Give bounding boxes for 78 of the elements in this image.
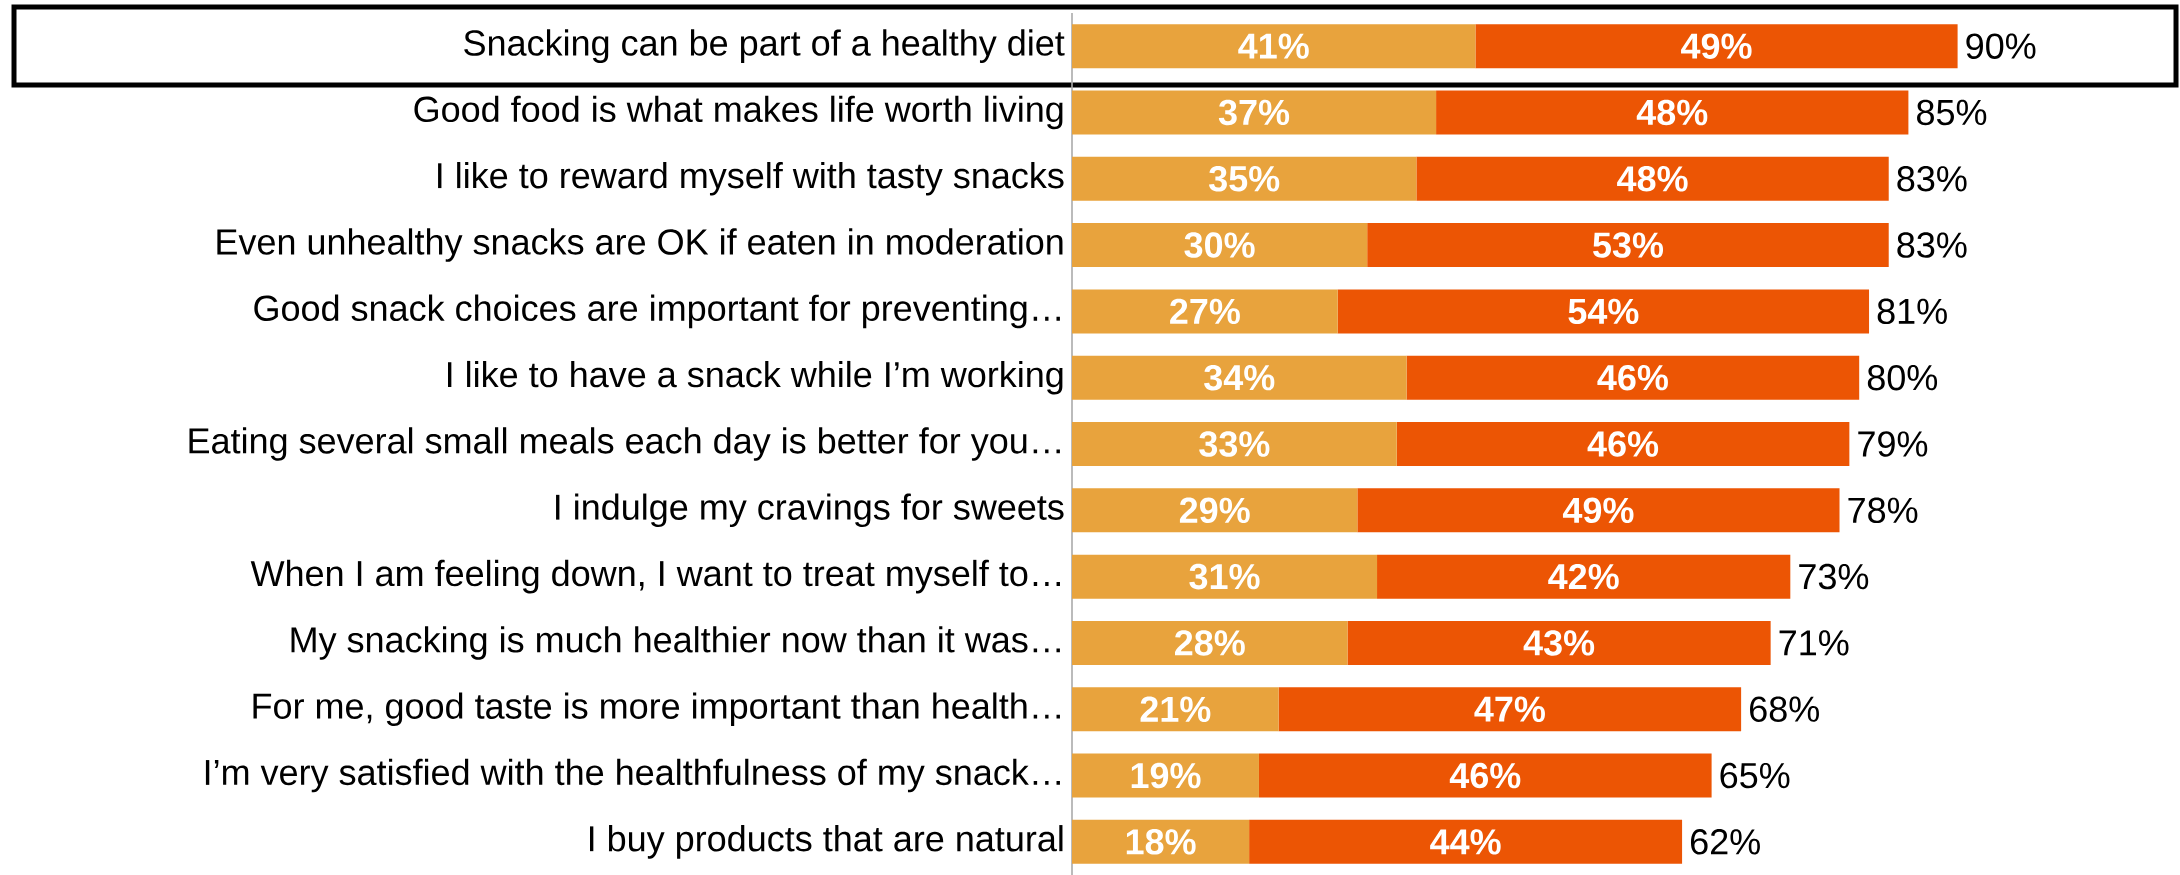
bar [1475,24,1958,69]
bar [1278,687,1742,732]
total-label: 62% [1690,829,1760,855]
total-label: 80% [1867,364,1938,391]
total-label: 85% [1917,99,1987,126]
bar [1436,90,1909,135]
data-label: 37% [1218,99,1290,126]
data-label: 46% [1449,762,1521,789]
bar [1416,156,1889,201]
data-label: 31% [1189,563,1260,590]
bar [1072,223,1368,268]
data-label: 54% [1568,298,1639,325]
data-label: 29% [1179,497,1250,524]
total-label: 71% [1779,630,1849,656]
bar [1072,422,1397,467]
y-tick-label: I like to have a snack while I’m working [448,360,1063,395]
bar [1072,753,1259,798]
bar [1072,620,1348,665]
bar [1072,687,1279,732]
bar [1357,488,1840,533]
total-label: 79% [1858,431,1928,457]
data-label: 47% [1474,696,1545,722]
data-label: 30% [1184,232,1255,258]
y-tick-label: My snacking is much healthier now than it was… [291,626,1060,660]
y-tick-label: For me, good taste is more important than health… [253,692,1060,727]
data-label: 27% [1170,298,1240,325]
y-tick-label: Even unhealthy snacks are OK if eaten in moderation [217,228,1063,262]
data-label: 53% [1593,232,1664,258]
bar [1072,289,1338,334]
total-label: 81% [1877,298,1947,325]
total-label: 83% [1897,166,1967,192]
data-label: 41% [1238,33,1309,59]
y-tick-label: I like to reward myself with tasty snacks [438,161,1064,196]
bar [1406,355,1860,400]
data-label: 49% [1562,497,1634,524]
total-label: 90% [1966,33,2036,59]
bar [1249,819,1683,864]
data-label: 19% [1131,762,1201,789]
y-tick-label: I buy products that are natural [589,825,1063,859]
total-label: 78% [1848,497,1918,524]
bar [1337,289,1870,334]
y-tick-label: Eating several small meals each day is better for you… [189,427,1060,461]
y-tick-label: Good snack choices are important for preventing… [254,294,1060,329]
bar [1072,355,1407,400]
bar [1072,90,1437,135]
y-tick-label: Good food is what makes life worth living [414,95,1063,130]
data-label: 48% [1617,166,1688,192]
data-label: 21% [1140,696,1211,722]
bar [1396,422,1850,467]
data-label: 34% [1204,364,1275,391]
total-label: 65% [1720,762,1790,789]
total-label: 83% [1897,232,1967,258]
bar [1072,156,1417,201]
data-label: 18% [1126,829,1196,855]
bar [1072,819,1250,864]
data-label: 43% [1523,630,1595,656]
bar [1258,753,1712,798]
data-label: 42% [1548,563,1619,590]
data-label: 33% [1199,431,1270,457]
data-label: 48% [1636,99,1708,126]
bar [1072,488,1358,533]
data-label: 49% [1681,33,1752,59]
y-tick-label: Snacking can be part of a healthy diet [464,29,1065,63]
total-label: 68% [1750,696,1819,722]
data-label: 35% [1209,165,1280,192]
bar [1367,223,1889,268]
y-tick-label: I indulge my cravings for sweets [556,493,1064,528]
data-label: 44% [1430,829,1501,855]
bar [1072,554,1378,599]
total-label: 73% [1799,563,1869,590]
y-tick-label: When I am feeling down, I want to treat myself to… [250,559,1060,594]
data-label: 28% [1175,630,1245,656]
bar [1072,24,1476,69]
data-label: 46% [1597,364,1668,391]
bar [1377,554,1791,599]
bar [1347,620,1771,665]
data-label: 46% [1587,431,1659,457]
y-tick-label: I’m very satisfied with the healthfulness of my snack… [205,758,1060,793]
